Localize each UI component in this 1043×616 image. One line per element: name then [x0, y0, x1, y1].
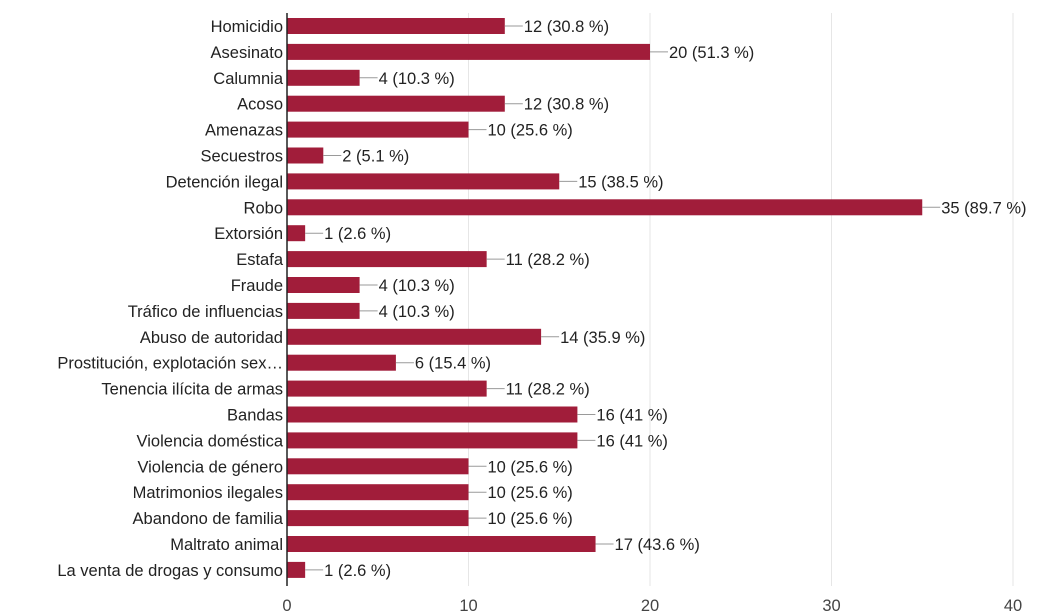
category-label: Amenazas: [205, 122, 283, 140]
category-label: Abandono de familia: [133, 510, 284, 528]
x-tick-label: 40: [1004, 597, 1022, 615]
bar: [287, 510, 469, 527]
category-label: Homicidio: [211, 18, 283, 36]
data-label: 4 (10.3 %): [379, 303, 455, 321]
x-axis-ticks: 0 10 20 30 40: [282, 597, 1022, 615]
bar: [287, 121, 469, 138]
bar: [287, 69, 360, 86]
category-label: Tenencia ilícita de armas: [101, 381, 283, 399]
bars: [287, 18, 923, 578]
bar: [287, 536, 596, 552]
bar: [287, 225, 306, 242]
bar: [287, 432, 578, 449]
data-label: 2 (5.1 %): [342, 148, 409, 166]
x-tick-label: 0: [282, 597, 291, 615]
category-label: Acoso: [237, 96, 283, 114]
bar: [287, 251, 487, 268]
data-label: 16 (41 %): [596, 432, 668, 450]
bar: [287, 354, 396, 371]
data-label: 4 (10.3 %): [379, 277, 455, 295]
data-label: 4 (10.3 %): [379, 70, 455, 88]
bar: [287, 277, 360, 293]
data-label: 12 (30.8 %): [524, 18, 609, 36]
data-label: 10 (25.6 %): [488, 458, 573, 476]
data-label: 12 (30.8 %): [524, 96, 609, 114]
category-label: Matrimonios ilegales: [133, 484, 283, 502]
data-label: 35 (89.7 %): [941, 199, 1026, 217]
category-label: Estafa: [236, 251, 284, 269]
category-label: Abuso de autoridad: [140, 329, 283, 347]
data-label: 11 (28.2 %): [506, 251, 590, 269]
data-label: 14 (35.9 %): [560, 329, 645, 347]
x-tick-label: 10: [459, 597, 477, 615]
bar: [287, 18, 505, 34]
x-tick-label: 30: [822, 597, 840, 615]
category-label: Calumnia: [213, 70, 284, 88]
data-labels: 12 (30.8 %) 20 (51.3 %) 4 (10.3 %) 12 (30.8…: [305, 18, 1027, 580]
data-label: 17 (43.6 %): [615, 536, 700, 554]
x-tick-label: 20: [641, 597, 659, 615]
bar: [287, 199, 923, 216]
bar: [287, 173, 560, 190]
data-label: 10 (25.6 %): [488, 510, 573, 528]
category-label: Violencia doméstica: [137, 432, 284, 450]
category-label: Violencia de género: [137, 458, 283, 476]
category-label: Detención ilegal: [166, 173, 283, 191]
data-label: 11 (28.2 %): [506, 381, 590, 399]
data-label: 10 (25.6 %): [488, 122, 573, 140]
data-label: 16 (41 %): [596, 407, 668, 425]
category-label: Maltrato animal: [170, 536, 283, 554]
category-label: La venta de drogas y consumo: [57, 562, 283, 580]
category-label: Bandas: [227, 407, 283, 425]
category-label: Prostitución, explotación sex…: [57, 355, 283, 373]
data-label: 15 (38.5 %): [578, 173, 663, 191]
category-label: Secuestros: [200, 148, 283, 166]
category-label: Asesinato: [211, 44, 283, 62]
bar: [287, 43, 650, 60]
bar: [287, 458, 469, 475]
data-label: 1 (2.6 %): [324, 225, 391, 243]
category-label: Fraude: [231, 277, 283, 295]
bar: [287, 484, 469, 501]
bar: [287, 380, 487, 397]
bar: [287, 302, 360, 319]
category-label: Extorsión: [214, 225, 283, 243]
data-label: 20 (51.3 %): [669, 44, 754, 62]
data-label: 1 (2.6 %): [324, 562, 391, 580]
bar: [287, 147, 324, 164]
category-label: Tráfico de influencias: [128, 303, 283, 321]
data-label: 6 (15.4 %): [415, 355, 491, 373]
category-labels: Homicidio Asesinato Calumnia Acoso Amenazas S…: [57, 18, 283, 580]
bar: [287, 561, 306, 578]
bar: [287, 95, 505, 112]
bar: [287, 328, 542, 345]
bar: [287, 406, 578, 423]
category-label: Robo: [244, 199, 283, 217]
data-label: 10 (25.6 %): [488, 484, 573, 502]
